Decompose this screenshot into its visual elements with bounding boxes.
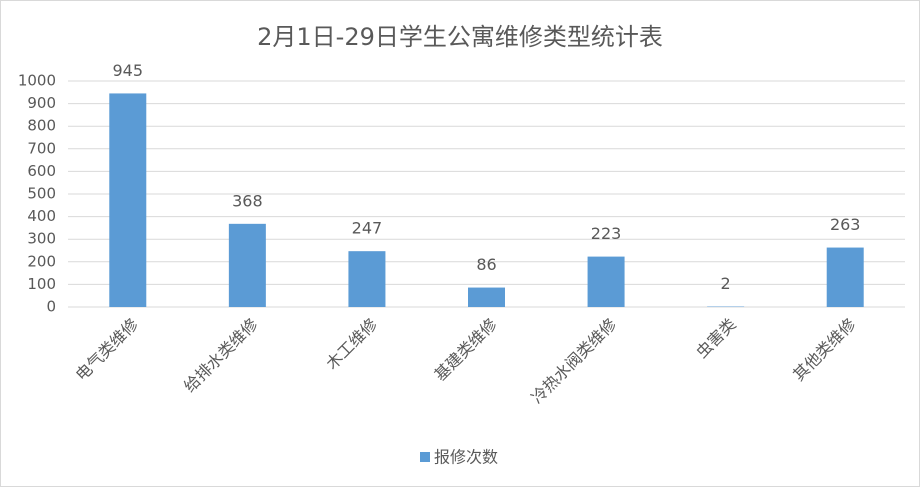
legend-swatch: [420, 452, 430, 462]
bar: [109, 93, 147, 308]
legend-label: 报修次数: [434, 448, 498, 467]
chart-title: 2月1日-29日学生公寓维修类型统计表: [257, 23, 663, 51]
y-tick-label: 900: [27, 94, 56, 112]
bar: [587, 256, 625, 307]
bar: [468, 287, 505, 307]
y-tick-label: 700: [27, 139, 56, 157]
y-tick-label: 0: [46, 298, 56, 316]
bar: [228, 223, 266, 307]
data-label: 223: [591, 224, 622, 243]
bar: [826, 247, 864, 307]
bar: [348, 251, 386, 307]
y-tick-label: 600: [27, 162, 56, 180]
data-label: 247: [352, 219, 383, 238]
y-tick-label: 200: [27, 252, 56, 270]
y-tick-label: 500: [27, 185, 56, 203]
data-label: 263: [830, 215, 861, 234]
y-tick-label: 1000: [18, 72, 56, 90]
y-tick-label: 800: [27, 117, 56, 135]
y-tick-label: 100: [27, 275, 56, 293]
data-label: 945: [113, 61, 144, 80]
y-tick-label: 300: [27, 230, 56, 248]
data-label: 368: [232, 191, 263, 210]
y-tick-label: 400: [27, 207, 56, 225]
data-label: 2: [721, 274, 731, 293]
data-label: 86: [476, 255, 496, 274]
